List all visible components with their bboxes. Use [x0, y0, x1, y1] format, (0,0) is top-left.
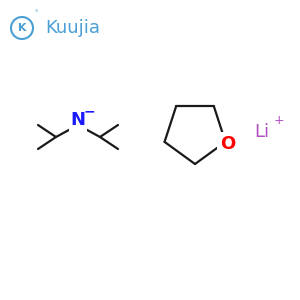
Text: Li: Li — [254, 123, 270, 141]
Text: N: N — [70, 111, 86, 129]
Text: O: O — [220, 135, 235, 153]
Text: −: − — [83, 104, 95, 118]
Text: K: K — [18, 23, 26, 33]
Text: °: ° — [34, 10, 38, 16]
Text: +: + — [274, 115, 285, 128]
Text: Kuujia: Kuujia — [46, 19, 100, 37]
